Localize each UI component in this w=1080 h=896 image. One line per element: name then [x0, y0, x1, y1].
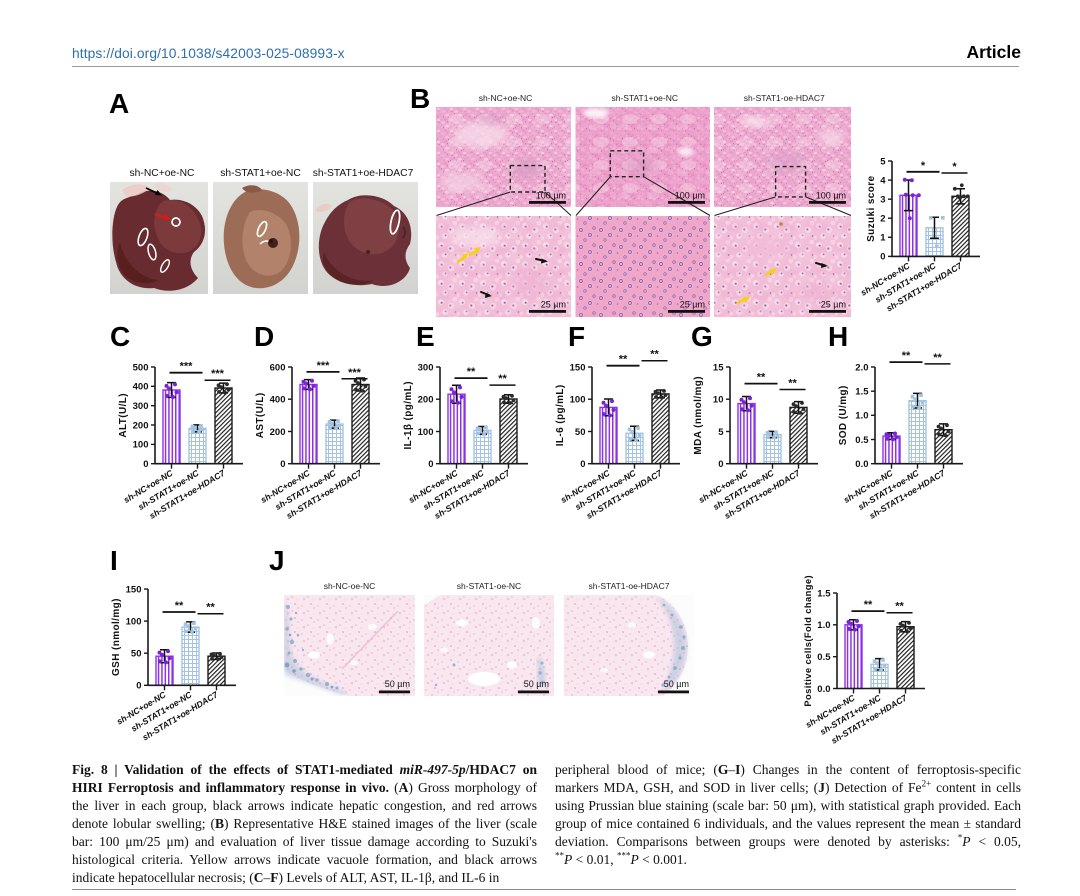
svg-text:0.0: 0.0 — [817, 683, 830, 694]
svg-text:400: 400 — [270, 394, 286, 405]
svg-text:100: 100 — [133, 439, 149, 450]
svg-text:100 µm: 100 µm — [816, 191, 846, 201]
svg-text:25 µm: 25 µm — [680, 300, 705, 310]
svg-text:100 µm: 100 µm — [675, 191, 705, 201]
svg-text:1.5: 1.5 — [855, 386, 869, 397]
svg-text:50: 50 — [575, 427, 586, 438]
svg-text:1.0: 1.0 — [817, 620, 830, 631]
svg-text:Suzuki score: Suzuki score — [866, 175, 877, 241]
svg-text:*: * — [921, 159, 926, 171]
svg-text:5: 5 — [718, 427, 724, 438]
svg-text:500: 500 — [133, 362, 149, 373]
svg-text:**: ** — [902, 350, 911, 362]
svg-text:0: 0 — [718, 459, 723, 470]
svg-text:50: 50 — [131, 648, 142, 659]
svg-text:MDA (nmol/mg): MDA (nmol/mg) — [693, 376, 704, 455]
svg-text:**: ** — [864, 599, 873, 611]
svg-text:0.5: 0.5 — [817, 652, 831, 663]
svg-text:1.0: 1.0 — [855, 410, 868, 421]
svg-text:**: ** — [650, 348, 659, 360]
svg-text:50 µm: 50 µm — [385, 679, 410, 689]
svg-text:0: 0 — [280, 459, 285, 470]
svg-text:25 µm: 25 µm — [541, 300, 566, 310]
svg-text:0: 0 — [580, 459, 585, 470]
svg-text:**: ** — [756, 371, 765, 383]
svg-text:10: 10 — [713, 394, 724, 405]
svg-text:***: *** — [317, 360, 331, 372]
svg-text:*: * — [953, 161, 958, 173]
svg-text:Positive cells(Fold change): Positive cells(Fold change) — [802, 574, 813, 706]
svg-text:AST(U/L): AST(U/L) — [255, 392, 266, 438]
svg-text:**: ** — [933, 352, 942, 364]
svg-text:0: 0 — [143, 459, 148, 470]
svg-text:1.5: 1.5 — [817, 588, 831, 599]
svg-text:***: *** — [180, 360, 194, 372]
svg-text:0: 0 — [429, 459, 434, 470]
svg-text:SOD (U/mg): SOD (U/mg) — [838, 385, 849, 445]
svg-text:1: 1 — [880, 232, 886, 243]
svg-text:0.5: 0.5 — [855, 435, 869, 446]
svg-text:100: 100 — [418, 427, 434, 438]
svg-text:**: ** — [206, 601, 215, 613]
svg-text:**: ** — [619, 353, 628, 365]
svg-text:3: 3 — [880, 194, 885, 205]
svg-text:400: 400 — [133, 381, 149, 392]
svg-text:50 µm: 50 µm — [524, 679, 549, 689]
svg-text:5: 5 — [880, 156, 886, 167]
svg-text:***: *** — [348, 367, 362, 379]
svg-text:GSH (nmol/mg): GSH (nmol/mg) — [111, 598, 122, 676]
svg-text:2: 2 — [880, 213, 885, 224]
svg-text:0.0: 0.0 — [855, 459, 868, 470]
svg-text:**: ** — [788, 377, 797, 389]
svg-text:100 µm: 100 µm — [536, 191, 566, 201]
svg-text:**: ** — [467, 366, 476, 378]
svg-text:**: ** — [895, 600, 904, 612]
svg-text:200: 200 — [270, 427, 286, 438]
svg-text:300: 300 — [133, 401, 149, 412]
svg-text:200: 200 — [418, 394, 434, 405]
svg-text:0: 0 — [880, 251, 885, 262]
svg-text:200: 200 — [133, 420, 149, 431]
svg-text:ALT(U/L): ALT(U/L) — [118, 393, 129, 438]
svg-text:**: ** — [175, 600, 184, 612]
svg-text:100: 100 — [126, 616, 142, 627]
svg-text:300: 300 — [418, 362, 434, 373]
svg-text:4: 4 — [880, 175, 886, 186]
svg-text:150: 150 — [126, 584, 142, 595]
svg-text:150: 150 — [570, 362, 586, 373]
svg-text:50 µm: 50 µm — [664, 679, 689, 689]
svg-text:**: ** — [499, 373, 508, 385]
svg-text:15: 15 — [713, 362, 724, 373]
svg-text:IL-6 (pg/mL): IL-6 (pg/mL) — [555, 384, 566, 446]
svg-text:25 µm: 25 µm — [821, 300, 846, 310]
svg-text:100: 100 — [570, 394, 586, 405]
svg-text:2.0: 2.0 — [855, 362, 868, 373]
svg-text:0: 0 — [136, 680, 141, 691]
svg-text:IL-1β (pg/mL): IL-1β (pg/mL) — [403, 381, 414, 449]
svg-text:600: 600 — [270, 362, 286, 373]
svg-text:***: *** — [211, 368, 225, 380]
